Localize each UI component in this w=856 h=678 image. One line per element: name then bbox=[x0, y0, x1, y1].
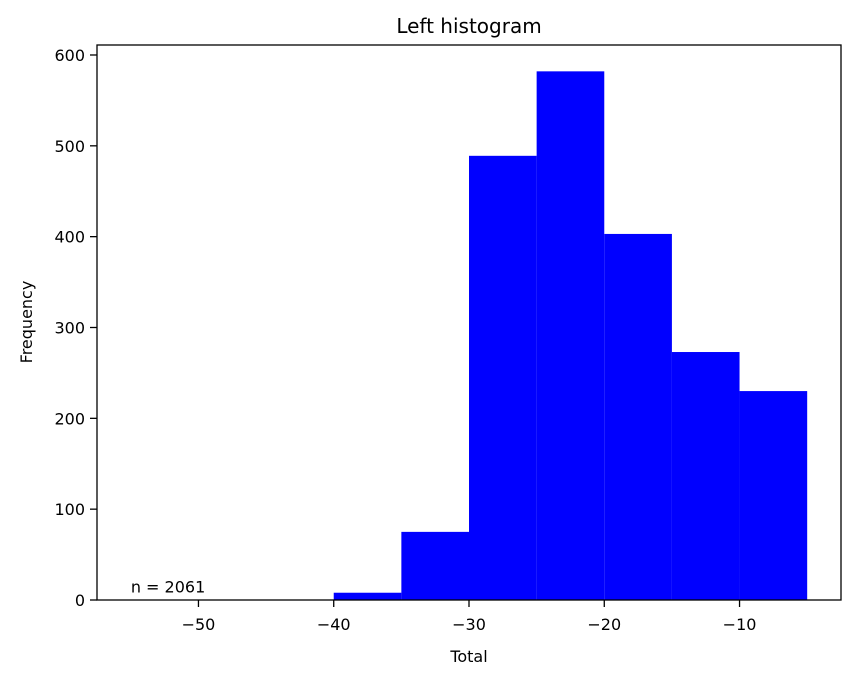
sample-size-annotation: n = 2061 bbox=[131, 578, 205, 597]
x-tick-label: −10 bbox=[723, 615, 757, 634]
x-axis-ticks: −50 −40 −30 −20 −10 bbox=[182, 600, 757, 634]
chart-title: Left histogram bbox=[396, 14, 541, 38]
y-axis-label: Frequency bbox=[17, 281, 36, 364]
x-tick-label: −30 bbox=[452, 615, 486, 634]
y-tick-label: 500 bbox=[54, 137, 85, 156]
x-tick-label: −20 bbox=[587, 615, 621, 634]
y-tick-label: 0 bbox=[75, 591, 85, 610]
bars-group bbox=[333, 71, 808, 601]
y-axis-ticks: 0 100 200 300 400 500 600 bbox=[54, 46, 97, 610]
histogram-bar-3 bbox=[333, 592, 402, 600]
y-tick-label: 100 bbox=[54, 500, 85, 519]
y-tick-label: 400 bbox=[54, 228, 85, 247]
y-tick-label: 200 bbox=[54, 409, 85, 428]
x-tick-label: −50 bbox=[182, 615, 216, 634]
x-tick-label: −40 bbox=[317, 615, 351, 634]
histogram-bar-4 bbox=[401, 531, 469, 600]
y-tick-label: 300 bbox=[54, 318, 85, 337]
histogram-bar-9 bbox=[739, 391, 808, 600]
histogram-bar-8 bbox=[671, 352, 740, 600]
histogram-bar-5 bbox=[469, 155, 537, 600]
histogram-bar-7 bbox=[604, 233, 672, 601]
x-axis-label: Total bbox=[449, 647, 487, 666]
y-tick-label: 600 bbox=[54, 46, 85, 65]
histogram-bar-6 bbox=[536, 71, 605, 601]
